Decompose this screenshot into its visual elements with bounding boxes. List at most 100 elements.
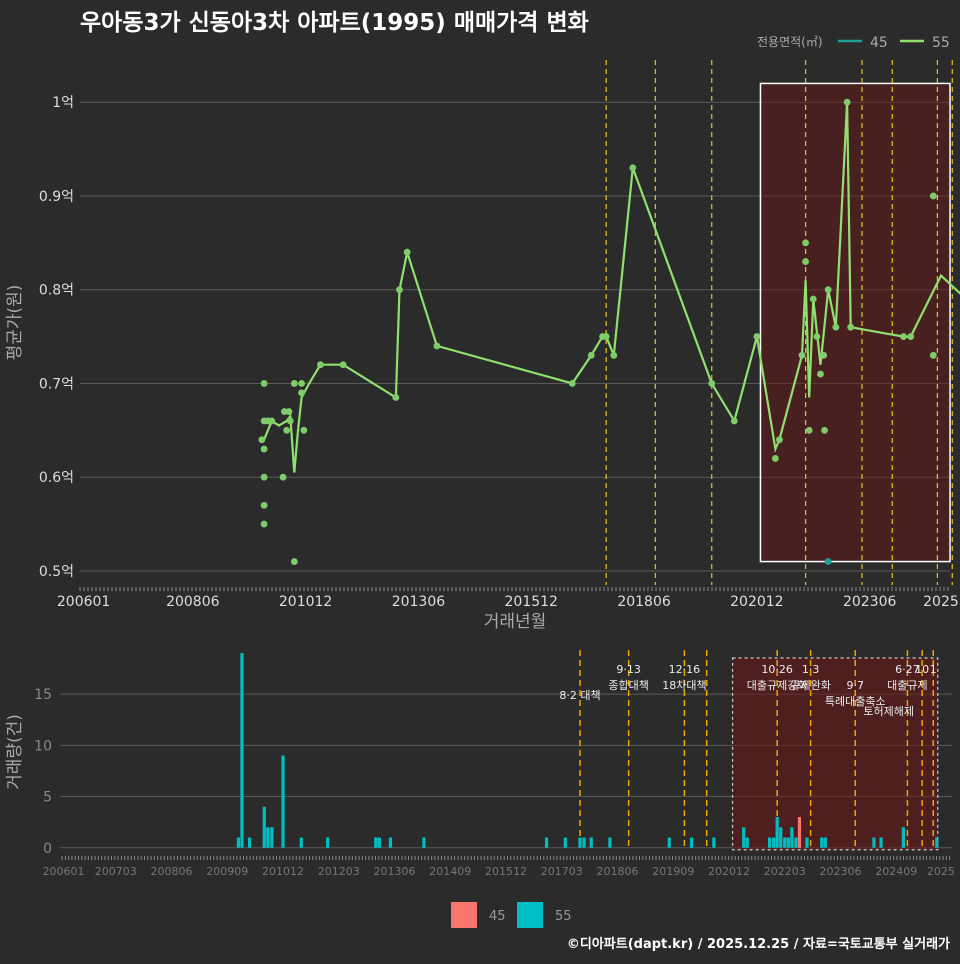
volume-legend-swatch-55 [517,902,543,928]
volume-y-tick-label: 5 [43,790,52,806]
price-point-55 [802,239,810,247]
price-point-55 [290,380,298,387]
chart-title: 우아동3가 신동아3차 아파트(1995) 매매가격 변화 [80,10,589,36]
price-point-55 [824,286,832,294]
price-point-55 [268,417,276,425]
policy-annotation-text: 8·2 대책 [559,689,600,702]
volume-bar-55 [247,837,252,848]
volume-bar-55 [544,837,549,848]
volume-bar-55 [935,837,939,848]
price-y-axis-title: 평균가(원) [5,285,25,361]
price-point-55 [813,333,821,340]
volume-x-tick-label: 201012 [262,865,304,878]
price-point-55 [283,426,291,434]
policy-annotation-text: 대출규제강화 [747,679,808,692]
policy-annotation-text: 토허제해제 [863,704,914,718]
volume-x-tick-label: 201409 [429,865,471,878]
price-point-55 [809,295,817,303]
price-point-55 [821,426,828,434]
price-x-tick-label: 201012 [279,594,332,610]
volume-bar-55 [262,806,266,848]
volume-bar-55 [772,837,776,848]
price-point-55 [730,417,738,425]
price-point-55 [776,436,783,444]
price-point-55 [290,558,298,565]
volume-bar-55 [582,837,586,848]
volume-x-tick-label: 202409 [875,865,917,878]
legend-label-45: 45 [870,35,888,51]
policy-annotation-date: 6·27 [895,663,920,676]
volume-legend-label-55: 55 [555,909,572,924]
price-point-55 [753,333,761,340]
price-point-55 [929,192,937,200]
volume-x-tick-label: 200601 [43,865,85,878]
policy-annotation-date: 10·26 [761,663,793,676]
price-x-tick-label: 200601 [57,594,110,610]
legend-title: 전용면적(㎡) [757,35,823,49]
volume-bar-55 [742,827,746,848]
volume-bar-55 [805,837,809,848]
volume-bar-55 [388,837,393,848]
price-point-45 [824,558,832,565]
legend-label-55: 55 [932,35,950,51]
price-x-tick-label: 201806 [617,594,671,610]
volume-bar-55 [712,837,716,848]
volume-bar-55 [689,837,694,848]
price-x-tick-label: 202306 [843,594,897,610]
volume-bar-55 [794,837,798,848]
price-point-55 [433,342,441,350]
volume-bar-55 [299,837,303,848]
price-point-55 [802,258,810,265]
volume-x-tick-label: 201703 [541,865,583,878]
price-point-55 [300,426,308,434]
price-point-55 [843,98,851,106]
price-point-55 [907,333,915,340]
price-x-tick-label: 200806 [166,594,220,610]
footer-credit: ©디아파트(dapt.kr) / 2025.12.25 / 자료=국토교통부 실… [567,936,950,952]
volume-x-tick-label: 200909 [206,865,248,878]
price-x-tick-label: 201512 [505,594,558,610]
price-point-55 [805,426,813,434]
price-point-55 [258,436,266,444]
price-point-55 [260,473,268,481]
volume-x-tick-label: 201203 [318,865,360,878]
volume-x-tick-label: 200806 [151,865,193,878]
volume-bar-55 [786,837,790,848]
volume-legend-swatch-45 [451,902,477,928]
policy-annotation-text: 특례대출축소 [825,695,886,708]
volume-y-axis-title: 거래량(건) [5,714,25,790]
volume-bar-55 [377,837,381,848]
price-point-55 [260,520,268,528]
price-point-55 [260,501,268,509]
volume-bar-55 [790,827,794,848]
volume-x-tick-label: 202203 [764,865,806,878]
volume-x-tick-label: 201512 [485,865,527,878]
price-y-tick-label: 1억 [52,95,74,111]
price-point-55 [610,351,618,359]
price-point-55 [900,333,907,340]
volume-x-tick-label: 201306 [374,865,416,878]
price-point-55 [286,417,294,425]
volume-bar-55 [240,653,244,848]
price-y-tick-label: 0.5억 [39,564,74,580]
volume-bar-55 [901,827,905,848]
price-point-55 [260,445,268,453]
price-point-55 [602,333,610,340]
policy-annotation-date: 9·7 [846,679,864,692]
volume-bar-55 [779,827,783,848]
volume-x-tick-label: 200703 [95,865,137,878]
price-point-55 [279,473,287,481]
volume-bar-55 [767,837,772,848]
volume-bar-55 [578,837,582,848]
policy-annotation-text: 18차대책 [662,679,706,692]
price-point-55 [285,408,293,415]
volume-highlight-region [731,657,939,851]
volume-x-tick-label: 202012 [708,865,750,878]
price-point-55 [820,351,828,359]
volume-bar-55 [281,755,285,848]
volume-bar-55 [872,837,876,848]
volume-y-tick-label: 10 [34,738,52,754]
policy-annotation-date: 10 [915,663,929,676]
